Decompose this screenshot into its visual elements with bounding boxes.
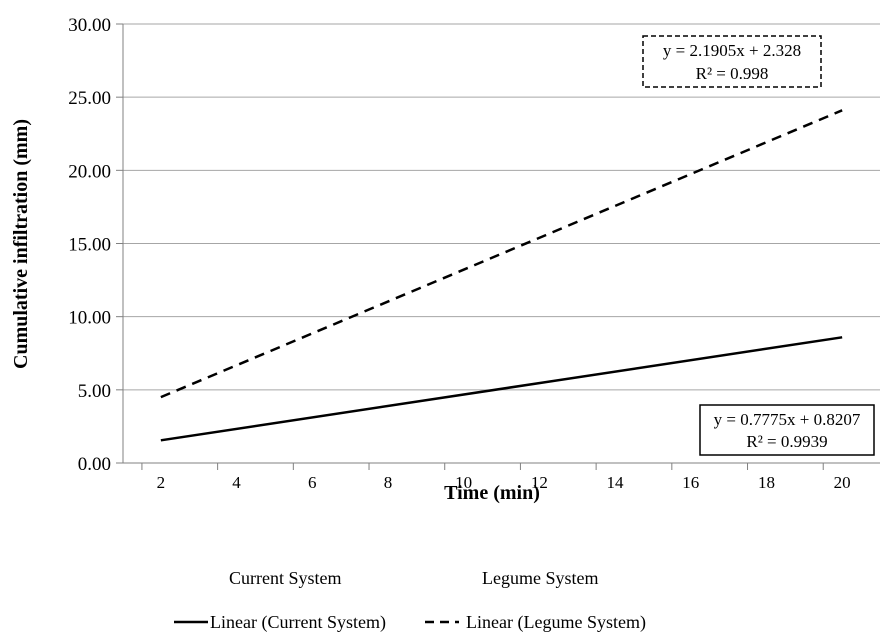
x-tick-label: 4 [232,473,241,492]
y-tick-label: 20.00 [68,161,111,182]
current-equation-annotation: y = 0.7775x + 0.8207 R² = 0.9939 [699,404,875,456]
y-tick-label: 15.00 [68,235,111,256]
legend-label-legume-system: Legume System [482,568,598,588]
y-tick-label: 30.00 [68,15,111,36]
legume-equation-annotation: y = 2.1905x + 2.328 R² = 0.998 [642,35,822,88]
y-tick-label: 25.00 [68,88,111,109]
x-tick-label: 14 [607,473,625,492]
legume-equation-line2: R² = 0.998 [696,64,769,83]
y-tick-label: 5.00 [78,381,111,402]
x-tick-label: 20 [834,473,851,492]
y-tick-labels: 0.00 5.00 10.00 15.00 20.00 25.00 30.00 [68,15,111,475]
gridlines [123,23,880,391]
x-tick-label: 18 [758,473,775,492]
y-axis-title: Cumulative infiltration (mm) [10,119,32,369]
legend: Current System Legume System Linear (Cur… [174,568,646,633]
axes [116,23,880,470]
x-tick-label: 6 [308,473,317,492]
x-tick-label: 12 [531,473,548,492]
x-tick-label: 16 [682,473,699,492]
legume-equation-box [642,35,822,88]
x-tick-labels: 2 4 6 8 10 12 14 16 18 20 [157,473,851,492]
y-tick-label: 0.00 [78,454,111,475]
legend-label-current-system: Current System [229,568,342,588]
x-tick-label: 8 [384,473,393,492]
legend-label-linear-current: Linear (Current System) [210,612,386,633]
current-equation-line1: y = 0.7775x + 0.8207 [714,410,861,429]
x-axis-title: Time (min) [444,482,540,504]
legume-equation-line1: y = 2.1905x + 2.328 [663,41,801,60]
x-tick-label: 10 [455,473,472,492]
legend-label-linear-legume: Linear (Legume System) [466,612,646,633]
current-equation-line2: R² = 0.9939 [746,432,827,451]
current-equation-box [699,404,875,456]
series-lines [160,109,843,442]
legume-system-trendline [160,109,843,399]
x-tick-label: 2 [157,473,166,492]
current-system-trendline [160,336,843,442]
y-tick-label: 10.00 [68,308,111,329]
